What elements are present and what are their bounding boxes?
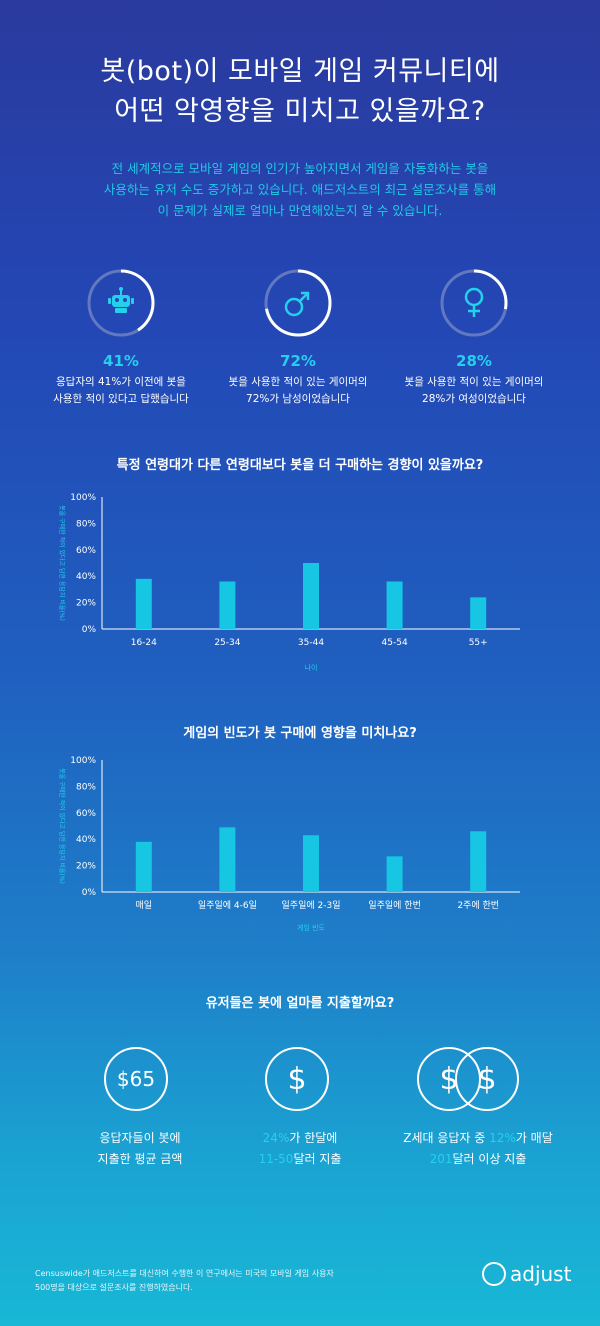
- stat-ring-male: [264, 269, 332, 337]
- bar: [470, 831, 487, 892]
- x-tick-label: 일주일에 4-6일: [198, 900, 257, 911]
- x-tick-label: 55+: [469, 638, 488, 648]
- genz-spend-caption: Z세대 응답자 중 12%가 매달 201달러 이상 지출: [378, 1128, 578, 1170]
- frequency-bar-chart: 0% 20% 40% 60% 80% 100% 매일 일주일에 4-6일 일주일에 2-3일 일주…: [58, 756, 520, 932]
- monthly-spend-range: 11-50: [258, 1152, 294, 1166]
- robot-icon: [108, 287, 134, 313]
- y-tick-label: 100%: [70, 493, 96, 503]
- y-axis-title: 봇을 구매한 적이 있다고 답한 응답자 비율(%): [58, 768, 66, 884]
- stat-line-1: 봇을 사용한 적이 있는 게이머의: [404, 376, 544, 388]
- stat-line-1: 봇을 사용한 적이 있는 게이머의: [228, 376, 368, 388]
- page-title: 봇(bot)이 모바일 게임 커뮤니티에 어떤 악영향을 미치고 있을까요?: [0, 52, 600, 132]
- y-tick-label: 100%: [70, 756, 96, 766]
- footer-line-2: 500명을 대상으로 설문조사를 진행하였습니다.: [35, 1283, 193, 1292]
- y-tick-label: 20%: [76, 862, 96, 872]
- genz-spend-line-2: 달러 이상 지출: [452, 1152, 527, 1166]
- y-tick-label: 80%: [76, 782, 96, 792]
- bar: [386, 581, 403, 629]
- y-axis-title: 봇을 구매한 적이 있다고 답한 응답자 비율(%): [58, 505, 66, 621]
- y-tick-label: 60%: [76, 546, 96, 556]
- stat-line-2: 28%가 여성이었습니다: [422, 393, 526, 405]
- genz-spend-prefix: Z세대 응답자 중: [403, 1131, 490, 1145]
- y-tick-label: 60%: [76, 809, 96, 819]
- stat-line-2: 72%가 남성이었습니다: [246, 393, 350, 405]
- y-tick-label: 40%: [76, 835, 96, 845]
- intro-line-3: 이 문제가 실제로 얼마나 만연해있는지 알 수 있습니다.: [157, 203, 443, 218]
- x-axis-title: 게임 빈도: [297, 923, 326, 932]
- x-tick-label: 매일: [136, 900, 153, 911]
- footer-line-1: Censuswide가 애드저스트를 대신하여 수행한 이 연구에서는 미국의 …: [35, 1269, 334, 1278]
- bar: [135, 841, 152, 892]
- intro-text: 전 세계적으로 모바일 게임의 인기가 높아지면서 게임을 자동화하는 봇을 사…: [60, 158, 540, 221]
- stat-percent: 41%: [103, 352, 139, 370]
- y-tick-label: 0%: [82, 888, 97, 898]
- dollar-sign: $: [439, 1061, 459, 1097]
- bar: [219, 827, 236, 892]
- intro-line-2: 사용하는 유저 수도 증가하고 있습니다. 애드저스트의 최근 설문조사를 통해: [103, 182, 497, 197]
- stat-percent: 28%: [456, 352, 492, 370]
- bar: [219, 581, 236, 629]
- genz-spend-percent: 12%: [489, 1131, 516, 1145]
- avg-spend-line-1: 응답자들이 봇에: [99, 1131, 181, 1145]
- avg-spend-circle: $65: [104, 1047, 168, 1111]
- stat-ring-female: [440, 269, 508, 337]
- footer-note: Censuswide가 애드저스트를 대신하여 수행한 이 연구에서는 미국의 …: [35, 1267, 415, 1295]
- stat-percent: 72%: [280, 352, 316, 370]
- adjust-logo-icon: [482, 1262, 506, 1286]
- y-tick-label: 80%: [76, 519, 96, 529]
- stat-ring-robot: [87, 269, 155, 337]
- x-axis-title: 나이: [305, 663, 318, 672]
- dollar-icon: $: [455, 1047, 519, 1111]
- avg-spend-caption: 응답자들이 봇에 지출한 평균 금액: [60, 1128, 220, 1170]
- x-tick-label: 2주에 한번: [457, 900, 499, 911]
- title-line-1: 봇(bot)이 모바일 게임 커뮤니티에: [100, 56, 500, 87]
- male-icon: [284, 291, 310, 317]
- female-icon: [464, 287, 484, 317]
- bar: [135, 578, 152, 629]
- adjust-logo: adjust: [482, 1262, 571, 1286]
- dollar-icon: $: [265, 1047, 329, 1111]
- stat-male: 72% 봇을 사용한 적이 있는 게이머의 72%가 남성이었습니다: [203, 352, 393, 408]
- avg-spend-amount: $65: [116, 1067, 156, 1091]
- monthly-spend-caption: 24%가 한달에 11-50달러 지출: [210, 1128, 390, 1170]
- x-tick-label: 일주일에 한번: [368, 900, 421, 911]
- x-tick-label: 35-44: [298, 638, 324, 648]
- monthly-spend-line-1: 가 한달에: [289, 1131, 338, 1145]
- x-tick-label: 45-54: [382, 638, 408, 648]
- y-tick-label: 0%: [82, 625, 97, 635]
- x-tick-label: 일주일에 2-3일: [282, 900, 341, 911]
- avg-spend-line-2: 지출한 평균 금액: [97, 1152, 183, 1166]
- genz-spend-amount: 201: [429, 1152, 453, 1166]
- stat-line-1: 응답자의 41%가 이전에 봇을: [56, 376, 186, 388]
- spend-title: 유저들은 봇에 얼마를 지출할까요?: [205, 996, 395, 1011]
- y-tick-label: 40%: [76, 572, 96, 582]
- dollar-sign: $: [287, 1061, 307, 1097]
- stat-ring-progress: [440, 269, 508, 337]
- stat-female: 28% 봇을 사용한 적이 있는 게이머의 28%가 여성이었습니다: [379, 352, 569, 408]
- intro-line-1: 전 세계적으로 모바일 게임의 인기가 높아지면서 게임을 자동화하는 봇을: [111, 161, 489, 176]
- bar: [303, 835, 319, 892]
- x-tick-label: 25-34: [214, 638, 240, 648]
- stat-ring-progress: [87, 269, 155, 337]
- frequency-chart-title: 게임의 빈도가 봇 구매에 영향을 미치나요?: [183, 726, 417, 741]
- monthly-spend-line-2: 달러 지출: [293, 1152, 342, 1166]
- x-tick-label: 16-24: [131, 638, 157, 648]
- bar: [470, 597, 487, 629]
- stat-robot: 41% 응답자의 41%가 이전에 봇을 사용한 적이 있다고 답했습니다: [26, 352, 216, 408]
- stat-ring-progress: [264, 269, 332, 337]
- stat-line-2: 사용한 적이 있다고 답했습니다: [53, 393, 189, 405]
- genz-spend-line-1: 가 매달: [515, 1131, 553, 1145]
- monthly-spend-percent: 24%: [262, 1131, 290, 1145]
- bar: [303, 563, 319, 629]
- y-tick-label: 20%: [76, 599, 96, 609]
- age-bar-chart: 0% 20% 40% 60% 80% 100% 16-24 25-34 35-44 45-54 55…: [58, 493, 520, 672]
- age-chart-title: 특정 연령대가 다른 연령대보다 봇을 더 구매하는 경향이 있을까요?: [116, 458, 484, 473]
- logo-text: adjust: [510, 1262, 572, 1286]
- bar: [386, 856, 403, 892]
- title-line-2: 어떤 악영향을 미치고 있을까요?: [114, 96, 486, 127]
- dollar-sign: $: [477, 1061, 497, 1097]
